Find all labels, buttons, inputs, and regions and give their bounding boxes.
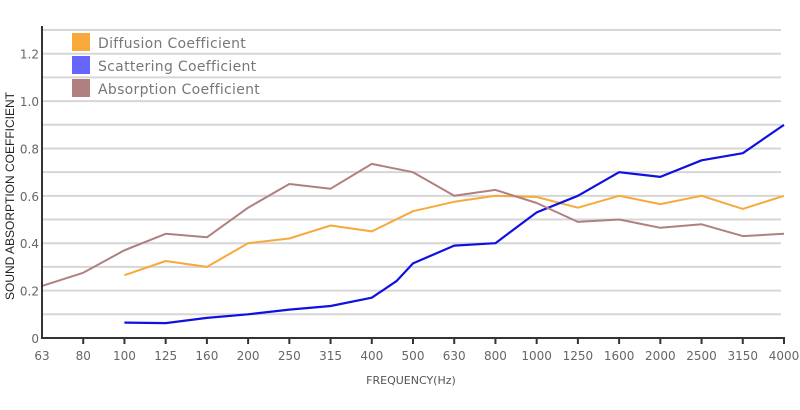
legend-swatch [72, 33, 90, 51]
x-tick-label: 2000 [645, 349, 676, 363]
y-tick-label: 0.6 [20, 190, 39, 204]
legend: Diffusion Coefficient Scattering Coeffici… [72, 33, 260, 98]
x-tick-label: 4000 [769, 349, 800, 363]
x-tick-label: 100 [113, 349, 136, 363]
x-tick-label: 3150 [728, 349, 759, 363]
x-tick-label: 125 [154, 349, 177, 363]
x-tick-label: 1000 [521, 349, 552, 363]
y-axis-title: SOUND ABSORPTION COEFFICIENT [3, 91, 17, 300]
legend-swatch [72, 79, 90, 97]
series-line-absorption-coefficient [41, 162, 785, 287]
x-axis-title: FREQUENCY(Hz) [366, 374, 456, 387]
series-layer [41, 123, 785, 325]
grid-lines [42, 29, 781, 316]
x-tick-label: 630 [443, 349, 466, 363]
y-tick-label: 0.4 [20, 237, 39, 251]
legend-label: Diffusion Coefficient [98, 36, 246, 52]
y-tick-label: 1.0 [20, 95, 39, 109]
legend-swatch [72, 56, 90, 74]
x-tick-label: 800 [484, 349, 507, 363]
legend-label: Absorption Coefficient [98, 82, 260, 98]
x-tick-label: 80 [76, 349, 91, 363]
x-tick-label: 1250 [563, 349, 594, 363]
y-tick-label: 0.2 [20, 285, 39, 299]
series-line-scattering-coefficient [124, 123, 785, 325]
y-tick-label: 0.8 [20, 142, 39, 156]
x-tick-label: 2500 [686, 349, 717, 363]
series-line-diffusion-coefficient [124, 194, 785, 277]
y-tick-label: 1.2 [20, 48, 39, 62]
legend-label: Scattering Coefficient [98, 59, 257, 75]
x-tick-label: 250 [278, 349, 301, 363]
x-tick-label: 500 [402, 349, 425, 363]
x-tick-label: 400 [360, 349, 383, 363]
x-tick-label: 160 [195, 349, 218, 363]
x-tick-label: 200 [237, 349, 260, 363]
x-axis-ticks: 63 80 100 125 160 200 250 315 400 500 630 800 1000 12… [34, 338, 799, 363]
x-tick-label: 63 [34, 349, 49, 363]
y-axis-ticks: 0 0.2 0.4 0.6 0.8 1.0 1.2 [20, 48, 39, 346]
x-tick-label: 1600 [604, 349, 635, 363]
y-tick-label: 0 [31, 332, 39, 346]
x-tick-label: 315 [319, 349, 342, 363]
